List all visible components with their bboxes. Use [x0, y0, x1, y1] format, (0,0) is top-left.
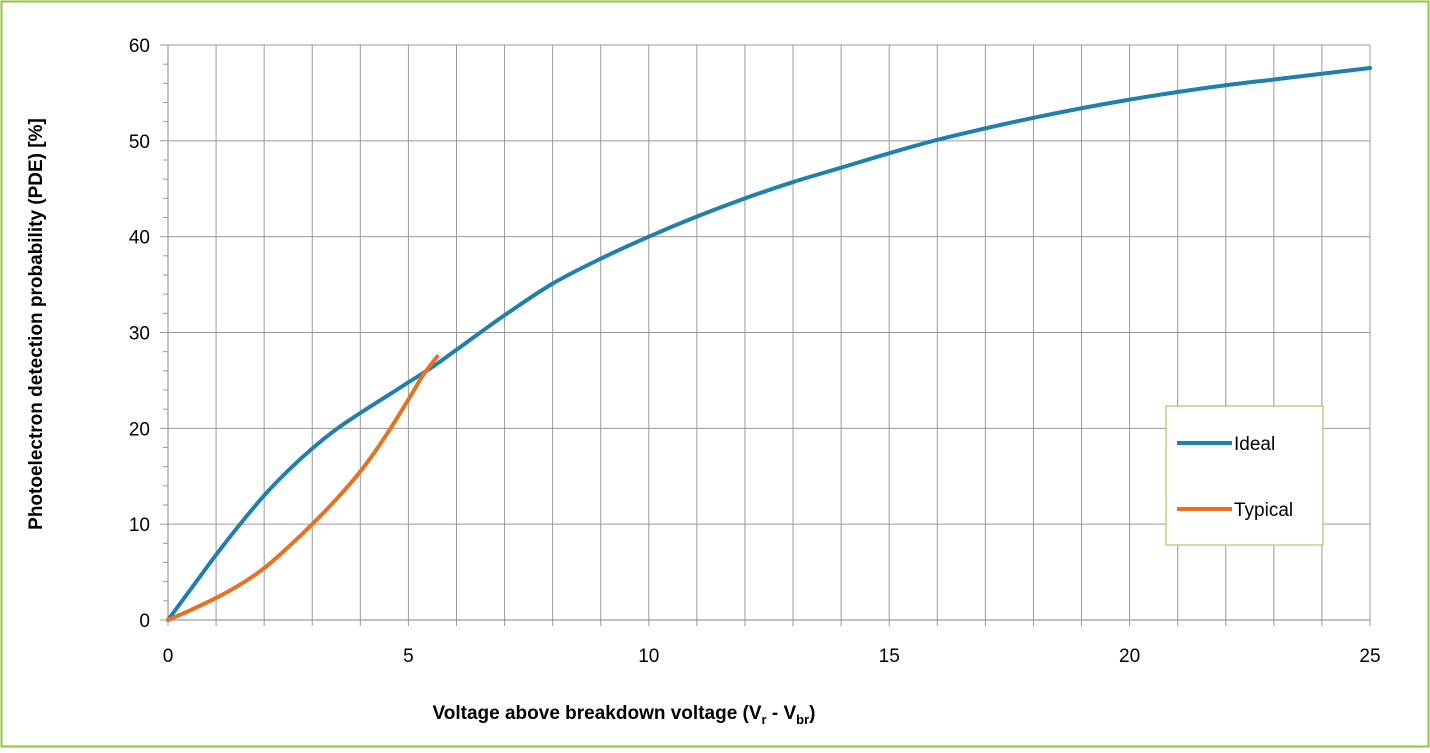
y-tick-label: 60 — [129, 36, 150, 57]
x-axis-title-sub-r: r — [762, 712, 767, 727]
x-tick-label: 15 — [879, 646, 900, 667]
series-line-ideal — [166, 66, 1372, 622]
x-axis-title: Voltage above breakdown voltage (Vr - Vb… — [432, 703, 815, 727]
series-layer — [166, 66, 1372, 622]
x-tick-label: 25 — [1359, 646, 1380, 667]
x-axis-title-sub-br: br — [796, 712, 809, 727]
series-line-typical — [166, 354, 440, 622]
y-tick-label: 40 — [129, 228, 150, 249]
x-axis-ticks: 0 5 10 15 20 25 — [163, 646, 1381, 667]
y-tick-label: 50 — [129, 132, 150, 153]
y-axis-ticks: 0 10 20 30 40 50 60 — [129, 36, 150, 632]
y-tick-label: 20 — [129, 419, 150, 440]
legend-label-typical: Typical — [1234, 500, 1293, 521]
y-tick-label: 0 — [139, 611, 150, 632]
x-tick-label: 20 — [1119, 646, 1140, 667]
x-tick-label: 5 — [403, 646, 414, 667]
legend-label-ideal: Ideal — [1234, 434, 1275, 455]
x-tick-label: 0 — [163, 646, 174, 667]
plot-area — [160, 44, 1371, 626]
x-tick-label: 10 — [638, 646, 659, 667]
legend-box — [1165, 405, 1324, 546]
y-axis-title: Photoelectron detection probability (PDE… — [26, 118, 47, 530]
y-tick-label: 30 — [129, 324, 150, 345]
legend: Ideal Typical — [1165, 405, 1324, 546]
y-tick-label: 10 — [129, 515, 150, 536]
